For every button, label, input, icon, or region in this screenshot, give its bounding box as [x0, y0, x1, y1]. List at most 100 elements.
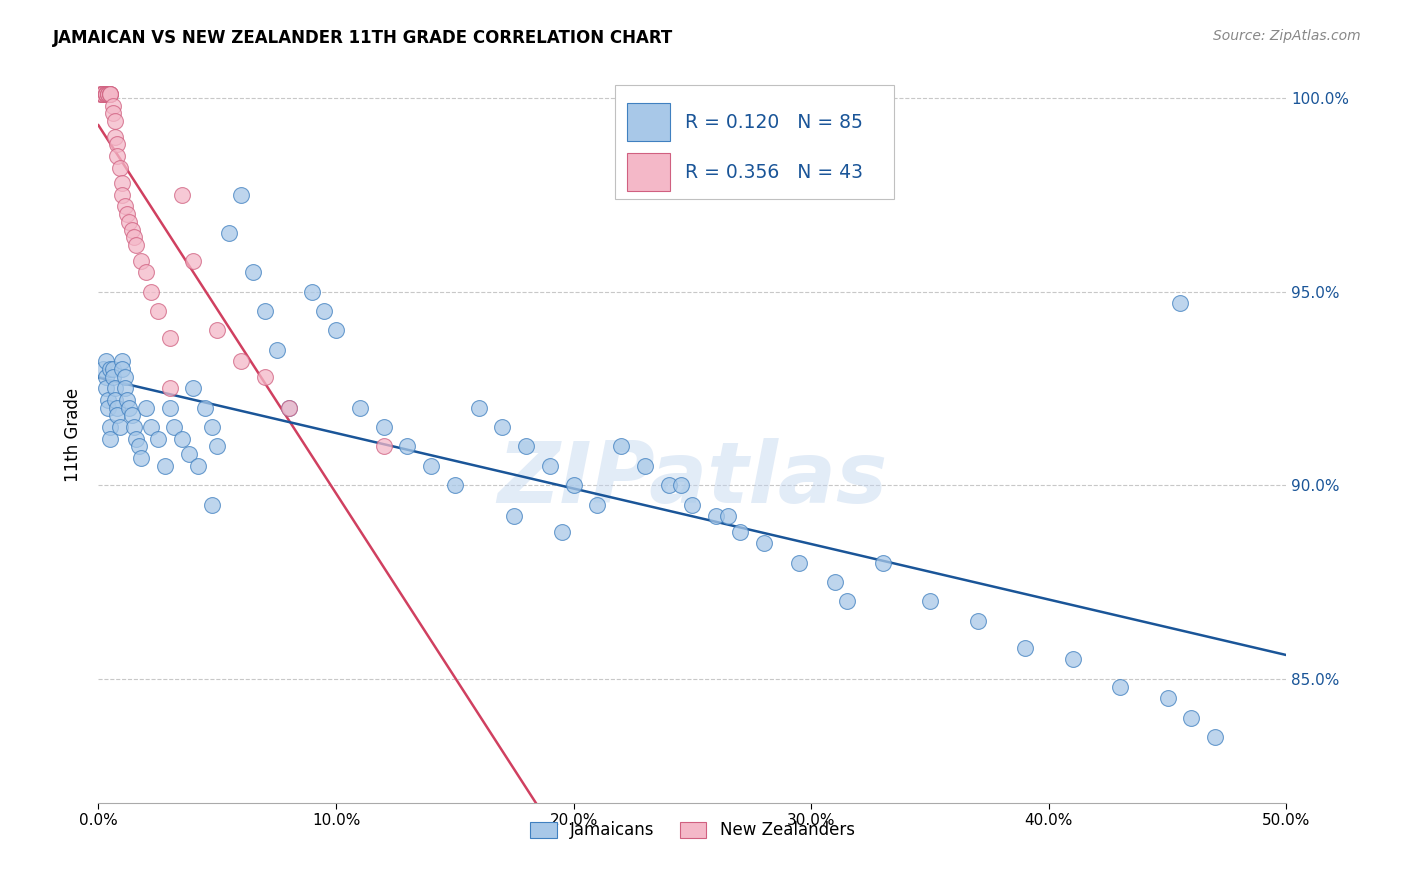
Point [146, 432, 169, 446]
Point [325, 323, 347, 337]
Point [1109, 680, 1132, 694]
Point [349, 401, 371, 415]
Point [551, 524, 574, 539]
Point [681, 498, 703, 512]
Point [717, 509, 740, 524]
Point [129, 253, 152, 268]
Point [966, 614, 988, 628]
Point [122, 230, 145, 244]
Point [101, 98, 124, 112]
Point [503, 509, 526, 524]
Point [163, 420, 186, 434]
Point [114, 199, 136, 213]
Point [146, 304, 169, 318]
FancyBboxPatch shape [616, 86, 894, 200]
Point [125, 238, 148, 252]
Point [538, 458, 561, 473]
Point [610, 440, 633, 454]
Point [467, 401, 489, 415]
Point [114, 369, 136, 384]
Legend: Jamaicans, New Zealanders: Jamaicans, New Zealanders [523, 814, 862, 846]
Point [277, 401, 299, 415]
Point [562, 478, 585, 492]
Point [218, 227, 240, 241]
Point [420, 458, 443, 473]
Point [104, 381, 127, 395]
Point [229, 187, 252, 202]
Point [91, 87, 114, 101]
Point [91, 87, 114, 101]
Text: ZIPatlas: ZIPatlas [498, 437, 887, 521]
Point [835, 594, 858, 608]
Point [121, 409, 143, 423]
Point [194, 401, 217, 415]
Point [98, 87, 121, 101]
Point [266, 343, 288, 357]
Point [118, 215, 141, 229]
Point [128, 440, 150, 454]
Point [107, 149, 129, 163]
Point [94, 87, 117, 101]
Point [94, 87, 117, 101]
Point [108, 420, 131, 434]
Point [170, 432, 193, 446]
Point [118, 401, 141, 415]
Point [920, 594, 942, 608]
Point [1168, 296, 1191, 310]
Point [115, 392, 138, 407]
Point [90, 87, 112, 101]
Point [170, 187, 193, 202]
Point [1180, 710, 1202, 724]
Point [1156, 691, 1178, 706]
Point [444, 478, 467, 492]
Point [159, 381, 181, 395]
Point [98, 420, 121, 434]
Point [97, 401, 120, 415]
Point [111, 354, 134, 368]
Point [94, 87, 117, 101]
Point [153, 458, 176, 473]
Point [183, 381, 205, 395]
Point [111, 362, 134, 376]
Point [201, 498, 224, 512]
Point [177, 447, 200, 461]
Point [314, 304, 336, 318]
Point [97, 87, 120, 101]
Point [1204, 730, 1226, 744]
Point [752, 536, 775, 550]
Point [97, 87, 120, 101]
Point [114, 381, 136, 395]
FancyBboxPatch shape [627, 153, 669, 191]
Point [586, 498, 609, 512]
Point [98, 87, 121, 101]
Text: R = 0.120   N = 85: R = 0.120 N = 85 [685, 112, 863, 132]
Point [107, 137, 129, 152]
Point [94, 87, 117, 101]
Point [91, 87, 114, 101]
Point [207, 440, 229, 454]
Point [98, 432, 121, 446]
Point [187, 458, 209, 473]
Point [107, 401, 129, 415]
Point [94, 369, 117, 384]
Point [94, 354, 117, 368]
Point [159, 331, 181, 345]
Point [111, 176, 134, 190]
Text: Source: ZipAtlas.com: Source: ZipAtlas.com [1213, 29, 1361, 43]
Point [207, 323, 229, 337]
Point [94, 381, 117, 395]
Point [872, 556, 894, 570]
Point [107, 409, 129, 423]
Point [101, 362, 124, 376]
Point [104, 129, 127, 144]
Point [129, 451, 152, 466]
Point [277, 401, 299, 415]
Point [396, 440, 419, 454]
Point [728, 524, 751, 539]
Point [97, 87, 120, 101]
Point [253, 369, 276, 384]
Point [373, 440, 395, 454]
Point [201, 420, 224, 434]
Point [121, 222, 143, 236]
Point [98, 87, 121, 101]
